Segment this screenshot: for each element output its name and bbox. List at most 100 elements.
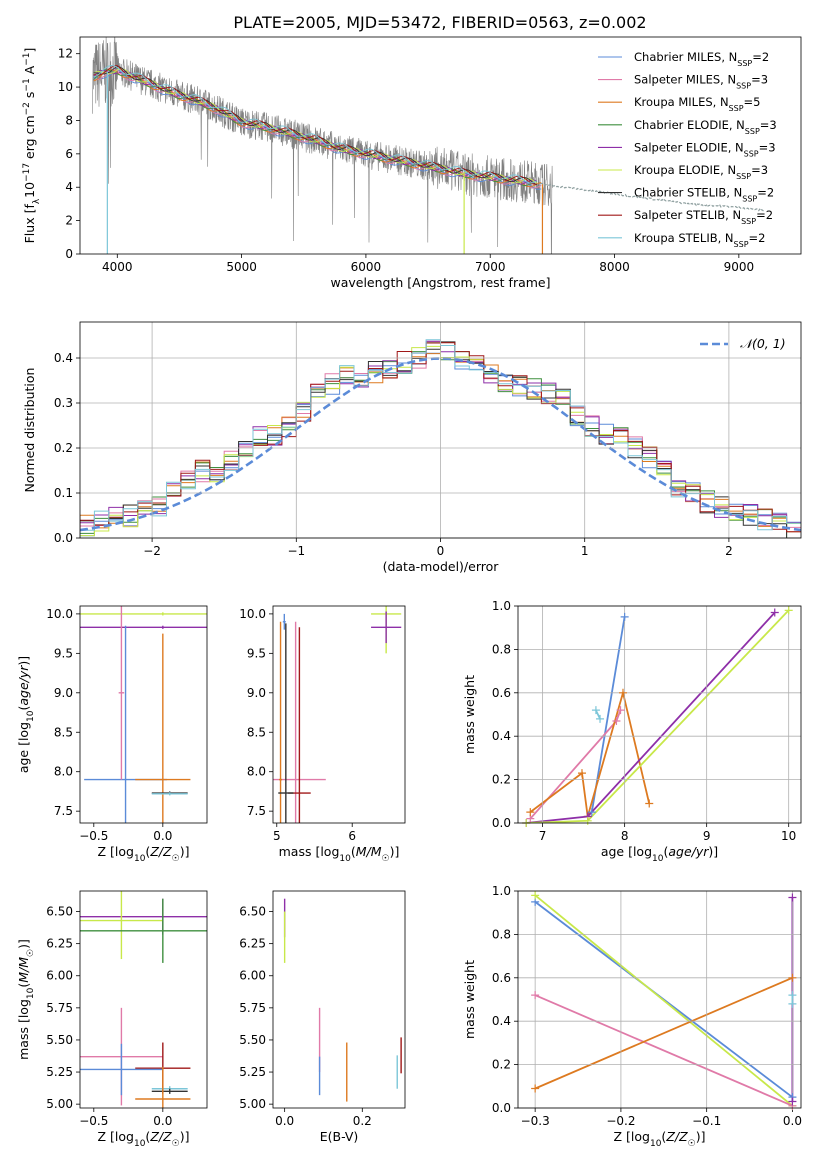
weight-marker — [577, 769, 586, 778]
legend-label: Salpeter ELODIE, NSSP=3 — [634, 140, 776, 158]
legend-tail: =5 — [744, 95, 761, 109]
y-tick-label: 4 — [65, 180, 73, 194]
y-tick-label: 5.75 — [46, 1001, 73, 1015]
label-part: (data-model)/error — [383, 559, 500, 574]
y-tick-label: 0.3 — [54, 396, 73, 410]
weight-line — [529, 689, 651, 817]
y-tick-label: 9.5 — [54, 646, 73, 660]
label-part: )] — [708, 844, 718, 859]
y-axis-label: Flux [fλ10−17 erg cm−2 s−1 A−1] — [22, 48, 42, 244]
legend-tail: =2 — [757, 186, 774, 200]
legend-label: Chabrier MILES, NSSP=2 — [634, 50, 769, 68]
y-tick-label: 8.5 — [247, 725, 266, 739]
figure-title: PLATE=2005, MJD=53472, FIBERID=0563, z=0… — [233, 13, 646, 32]
y-axis-label: mass weight — [462, 675, 477, 754]
panel-mass_vs_ebv: 0.0 0.2 5.00 5.25 5.50 5.75 6.00 6.25 6.50 E(B-V) — [239, 890, 406, 1144]
label-part: ( — [145, 1129, 150, 1144]
legend-main: Kroupa MILES, N — [634, 95, 729, 109]
y-tick-label: 5.00 — [239, 1097, 266, 1111]
label-part: mass [log — [16, 999, 31, 1060]
y-tick-label: 0.6 — [492, 971, 511, 985]
x-tick-label: 1 — [581, 544, 589, 558]
legend-sub: SSP — [742, 194, 757, 203]
label-part: ( — [16, 706, 31, 711]
legend-sub: SSP — [737, 59, 752, 68]
x-axis-label: Z [log10(Z/Z☉)] — [614, 1129, 706, 1149]
legend-main: Chabrier MILES, N — [634, 50, 737, 64]
label-part: 10 — [339, 854, 351, 864]
y-tick-label: 0.2 — [492, 773, 511, 787]
label-part: mass weight — [462, 960, 477, 1039]
x-tick-label: −0.1 — [692, 1114, 721, 1128]
y-tick-label: 5.00 — [46, 1097, 73, 1111]
y-tick-label: 12 — [58, 47, 73, 61]
y-tick-label: 1.0 — [492, 884, 511, 898]
legend-label: Kroupa STELIB, NSSP=2 — [634, 231, 765, 249]
legend-sub: SSP — [745, 126, 760, 135]
weight-marker — [526, 808, 535, 817]
plot-area — [283, 898, 402, 1102]
model-line — [93, 65, 537, 185]
x-tick-label: −0.5 — [79, 829, 108, 843]
y-tick-label: 6.25 — [239, 937, 266, 951]
y-tick-label: 0.0 — [54, 531, 73, 545]
label-part: 10 — [26, 710, 36, 722]
x-tick-label: −1 — [287, 544, 305, 558]
legend-label: Salpeter STELIB, NSSP=2 — [634, 208, 773, 226]
label-part: ☉ — [172, 854, 180, 864]
legend-main: Chabrier ELODIE, N — [634, 118, 745, 132]
legend-main: Salpeter STELIB, N — [634, 208, 741, 222]
legend-sub: SSP — [744, 149, 759, 158]
y-axis-label: age [log10(age/yr)] — [16, 656, 36, 773]
y-tick-label: 10.0 — [239, 607, 266, 621]
legend-main: Kroupa ELODIE, N — [634, 163, 736, 177]
weight-line — [534, 894, 793, 1107]
label-part: )] — [16, 656, 31, 666]
weight-line — [534, 994, 793, 1107]
label-part: −1 — [22, 53, 32, 66]
y-tick-label: 5.50 — [46, 1033, 73, 1047]
label-part: 10 — [134, 1139, 146, 1149]
y-axis-label: mass weight — [462, 960, 477, 1039]
x-tick-label: 0 — [437, 544, 445, 558]
label-part: −17 — [22, 163, 32, 182]
x-axis-label: Z [log10(Z/Z☉)] — [98, 844, 190, 864]
weight-marker — [788, 991, 797, 1000]
x-tick-label: 0.0 — [153, 829, 172, 843]
x-tick-label: 10 — [781, 829, 796, 843]
y-tick-label: 6.00 — [46, 969, 73, 983]
x-tick-label: 9 — [703, 829, 711, 843]
x-tick-label: 4000 — [102, 260, 133, 274]
panel-age_vs_Z: −0.5 0.07.58.08.59.09.510.0Z [log10(Z/Z☉)… — [16, 605, 208, 864]
axes-frame — [517, 890, 802, 1109]
x-axis-label: mass [log10(M/M☉)] — [279, 844, 400, 864]
x-tick-label: 0.0 — [153, 1114, 172, 1128]
label-part: mass weight — [462, 675, 477, 754]
y-tick-label: 6.00 — [239, 969, 266, 983]
x-axis-label: age [log10(age/yr)] — [601, 844, 718, 864]
histogram-step — [80, 339, 801, 538]
y-tick-label: 9.0 — [54, 686, 73, 700]
weight-marker — [587, 808, 596, 817]
legend-tail: =2 — [752, 50, 769, 64]
label-part: age/yr — [16, 665, 31, 706]
label-part: Z/Z — [149, 844, 172, 859]
legend-sub: SSP — [729, 104, 744, 113]
panel-mass_weight_vs_Z: −0.3 −0.2 −0.1 0.0 0.0 0.2 0.4 0.6 0.8 1.0 Z [log1… — [462, 884, 802, 1149]
weight-line — [526, 609, 790, 823]
panel-spectrum: 4000 5000 6000 7000 8000 9000 0 2 4 6 8 10 12 wavelen… — [22, 36, 802, 290]
y-tick-label: 0.4 — [492, 1014, 511, 1028]
axes-frame — [79, 36, 802, 255]
legend-main: Salpeter ELODIE, N — [634, 140, 744, 154]
label-part: λ — [32, 198, 42, 204]
x-tick-label: 2 — [725, 544, 733, 558]
legend-sub: SSP — [736, 172, 751, 181]
y-tick-label: 8 — [65, 113, 73, 127]
legend-label: Chabrier ELODIE, NSSP=3 — [634, 118, 777, 136]
label-part: ( — [145, 844, 150, 859]
label-part: ☉ — [688, 1139, 696, 1149]
legend-tail: =3 — [751, 73, 768, 87]
legend-tail: =2 — [756, 208, 773, 222]
